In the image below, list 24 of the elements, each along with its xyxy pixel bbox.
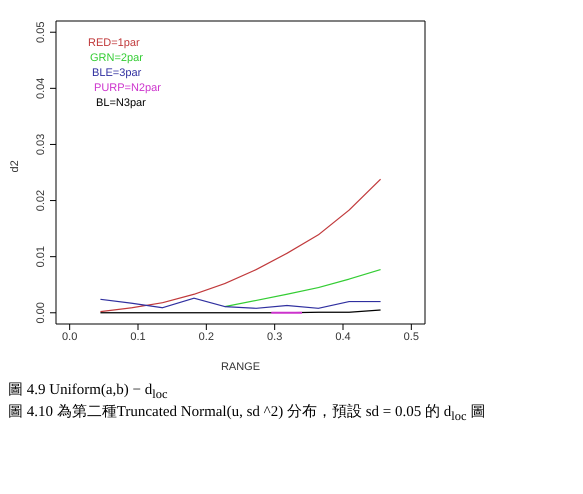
x-tick-label: 0.3	[267, 330, 282, 343]
text: RED=1par	[88, 36, 141, 51]
text: BLE=3par	[91, 66, 142, 81]
text: PURP=N2par	[93, 81, 161, 96]
x-tick-label: 0.0	[62, 330, 78, 343]
y-tick-label: 0.02	[35, 190, 47, 212]
caption: 圖 4.9 Uniform(a,b) − d$_{loc}$	[8, 381, 169, 402]
x-tick-label: 0.5	[404, 330, 419, 343]
y-tick-label: 0.00	[35, 302, 47, 324]
x-tick-label: 0.2	[198, 330, 214, 343]
text: GRN=2par	[89, 51, 144, 66]
caption: 圖 4.10 為第二種Truncated Normal(u, sd ^2) 分布，預設 sd = 0.05 的 d$_{loc}$ 圖	[8, 402, 486, 424]
line-series	[224, 268, 382, 308]
text: BL=N3par	[95, 96, 147, 111]
line-series	[100, 298, 382, 309]
y-tick-label: 0.05	[35, 22, 47, 43]
y-tick-label: 0.04	[35, 78, 47, 100]
x-tick-label: 0.4	[335, 330, 351, 343]
line-series	[100, 178, 382, 312]
x-axis-title: RANGE	[220, 361, 260, 373]
y-tick-label: 0.03	[35, 134, 47, 156]
y-axis-title: d2	[8, 160, 21, 172]
x-tick-label: 0.1	[130, 330, 146, 343]
y-tick-label: 0.01	[35, 246, 47, 268]
